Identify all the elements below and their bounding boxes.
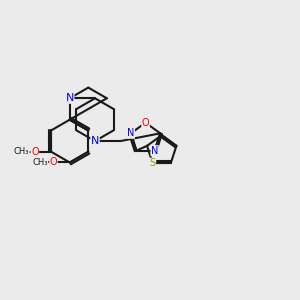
Text: O: O	[50, 158, 57, 167]
Text: N: N	[151, 146, 158, 156]
Text: CH₃: CH₃	[14, 147, 29, 156]
Text: N: N	[66, 93, 74, 103]
Text: N: N	[127, 128, 134, 138]
Text: O: O	[31, 147, 39, 157]
Text: S: S	[150, 158, 156, 168]
Text: O: O	[142, 118, 149, 128]
Text: N: N	[91, 136, 99, 146]
Text: CH₃: CH₃	[32, 158, 48, 167]
